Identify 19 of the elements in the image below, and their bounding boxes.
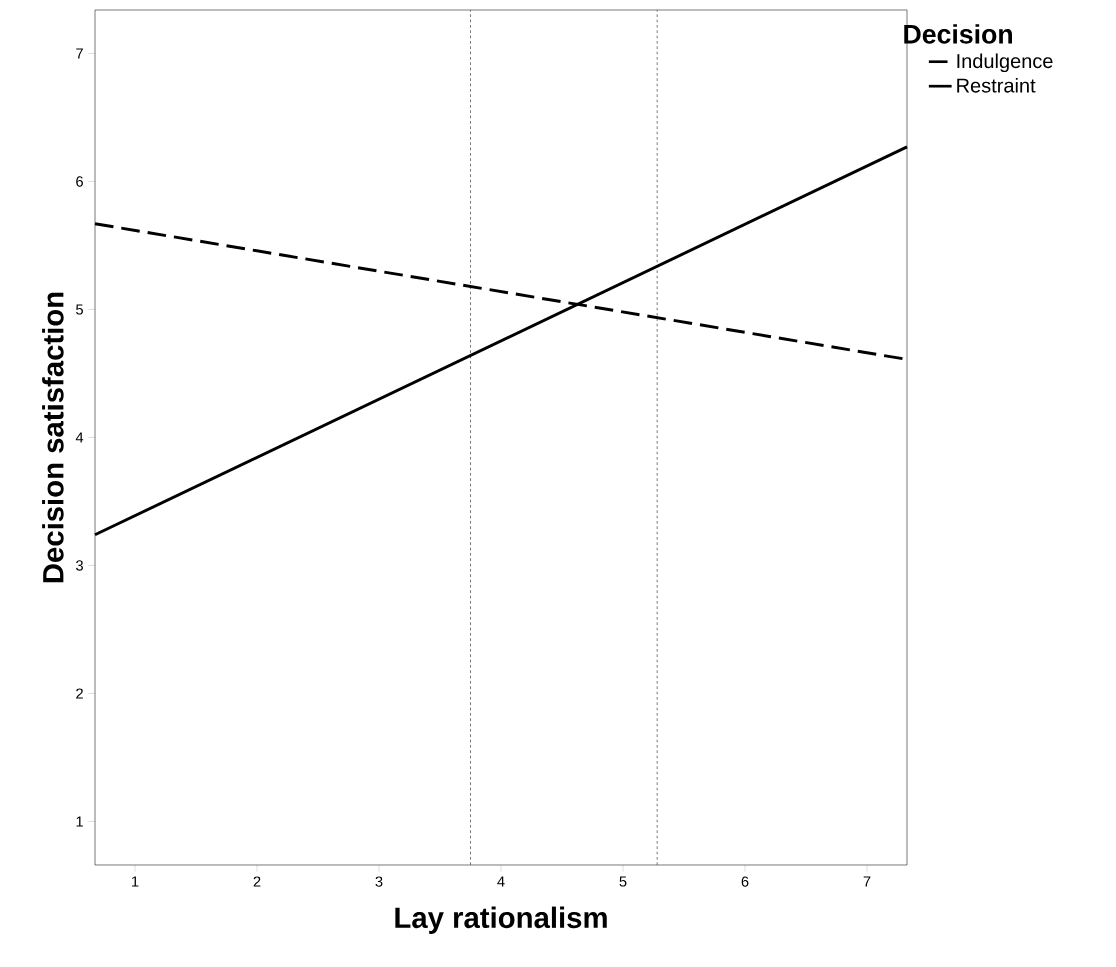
x-tick-label: 5 [619,876,627,887]
legend-title: Decision [904,24,1012,44]
x-tick-label: 2 [253,876,261,887]
x-tick-label: 3 [375,876,383,887]
y-tick-label: 5 [76,304,83,315]
y-tick-label: 6 [76,176,83,187]
x-tick-label: 1 [132,876,139,887]
y-axis-title: Decision satisfaction [42,292,64,583]
x-tick-label: 7 [863,876,871,887]
x-tick-label: 4 [497,876,505,887]
y-tick-label: 3 [76,560,83,571]
legend-label: Restraint [957,77,1036,93]
y-tick-label: 4 [75,432,84,443]
y-tick-label: 2 [76,688,83,699]
legend-label: Indulgence [957,53,1053,73]
x-tick-label: 6 [741,876,749,887]
y-tick-label: 7 [76,48,83,59]
x-axis-title: Lay rationalism [395,906,607,934]
y-tick-label: 1 [76,816,83,827]
